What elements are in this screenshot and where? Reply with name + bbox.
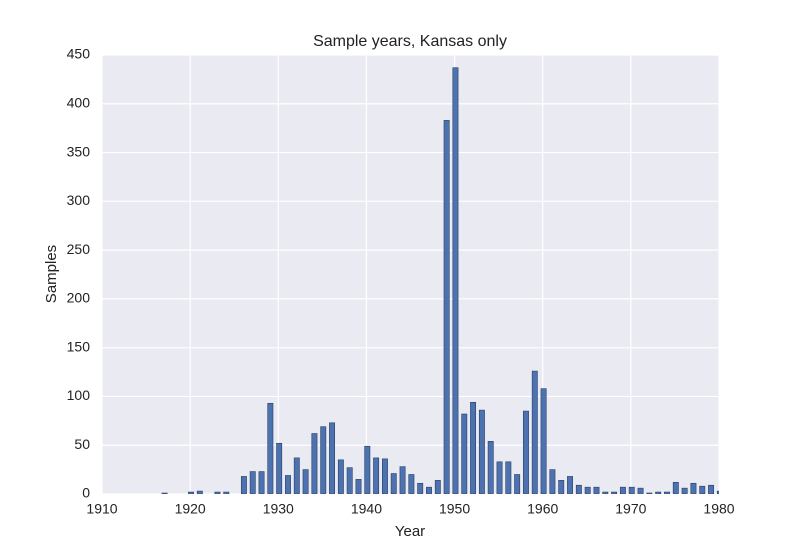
bars: [161, 67, 719, 494]
bar: [346, 467, 353, 494]
y-tick-label: 100: [67, 387, 91, 403]
bar: [523, 410, 529, 494]
bar: [461, 413, 468, 494]
grid: [101, 54, 720, 495]
y-tick-label: 350: [67, 143, 91, 159]
bar: [611, 491, 618, 494]
bar: [558, 480, 565, 494]
x-tick-label: 1910: [86, 501, 117, 517]
bar: [240, 476, 247, 494]
plot-area: [102, 55, 719, 494]
bar: [540, 388, 547, 494]
bar: [408, 474, 415, 494]
y-tick-label: 200: [67, 290, 91, 306]
bar: [320, 426, 327, 494]
bar: [258, 471, 265, 494]
bar: [399, 466, 406, 494]
bar: [355, 479, 362, 494]
bar: [593, 486, 600, 494]
bar: [716, 490, 719, 494]
bar: [505, 461, 512, 494]
bar: [311, 433, 318, 494]
bar: [188, 491, 194, 494]
bar: [417, 482, 424, 494]
x-axis-label: Year: [395, 523, 425, 540]
x-tick-label: 1950: [439, 501, 470, 517]
x-tick-label: 1970: [615, 501, 646, 517]
bar: [223, 491, 230, 494]
bar: [602, 491, 609, 494]
bar: [637, 487, 644, 494]
bar: [249, 471, 256, 494]
bar: [681, 487, 688, 494]
bar: [549, 469, 556, 494]
x-tick-label: 1920: [175, 501, 206, 517]
bar: [699, 485, 706, 494]
bar: [664, 491, 670, 494]
bar: [337, 459, 344, 494]
bar: [487, 441, 494, 494]
bar: [373, 457, 380, 494]
x-tick-label: 1960: [527, 501, 558, 517]
chart-title: Sample years, Kansas only: [313, 33, 507, 50]
bar: [267, 402, 274, 494]
bar: [214, 491, 221, 494]
y-tick-label: 300: [67, 192, 91, 208]
bar: [276, 442, 283, 494]
bar: [381, 458, 388, 494]
bar: [575, 484, 582, 494]
bar: [628, 486, 635, 494]
bar: [584, 486, 591, 494]
y-axis-label: Samples: [43, 245, 60, 303]
bar: [531, 370, 538, 494]
bar: [496, 461, 503, 494]
bar: [514, 474, 521, 494]
y-tick-label: 150: [67, 338, 91, 354]
bar: [655, 491, 662, 494]
bar: [434, 480, 441, 494]
bar: [161, 492, 168, 494]
y-tick-label: 450: [67, 46, 91, 62]
y-tick-label: 250: [67, 241, 91, 257]
bar: [443, 120, 450, 494]
bar: [196, 490, 203, 494]
bar: [478, 409, 485, 494]
bar: [708, 484, 715, 494]
bar: [452, 67, 459, 494]
y-tick-label: 400: [67, 94, 91, 110]
y-tick-label: 0: [82, 485, 90, 501]
bar: [364, 445, 371, 494]
bar: [390, 473, 397, 494]
bar: [690, 482, 697, 494]
bar: [329, 422, 335, 494]
bar: [302, 469, 309, 494]
y-tick-label: 50: [74, 436, 90, 452]
x-tick-label: 1930: [263, 501, 294, 517]
bar: [470, 401, 477, 494]
bar: [567, 476, 573, 494]
bar: [426, 486, 432, 494]
x-tick-label: 1940: [351, 501, 382, 517]
bar: [672, 481, 679, 494]
bar: [285, 475, 291, 494]
bar: [646, 492, 653, 494]
bar: [293, 457, 300, 494]
x-tick-label: 1980: [703, 501, 734, 517]
bar: [619, 486, 626, 494]
